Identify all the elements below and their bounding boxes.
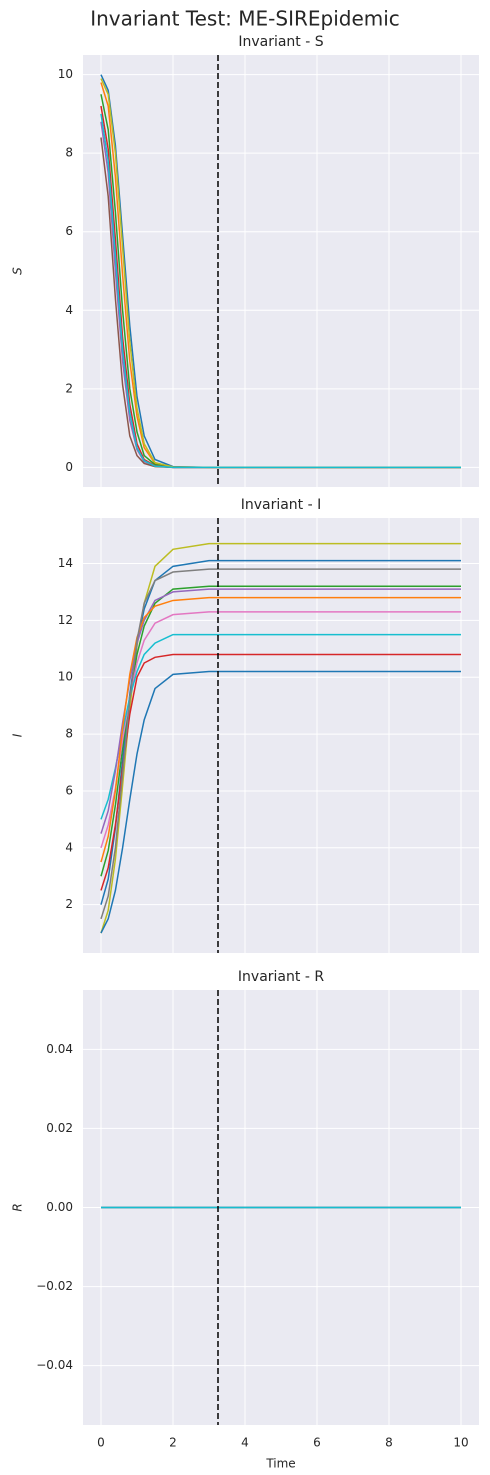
y-axis-label: I [11,733,25,737]
series-line [100,670,461,934]
x-tick-label: 4 [241,1436,249,1450]
y-tick-label: 6 [65,783,73,797]
y-tick-label: 2 [65,897,73,911]
x-axis-label: Time [265,1457,295,1471]
plot-area [83,518,479,953]
y-tick-label: 0.04 [46,1042,73,1056]
lines [100,74,461,469]
x-tick-label: 2 [169,1436,177,1450]
y-tick-label: 8 [65,146,73,160]
plot-area [83,55,479,487]
x-tick-label: 8 [385,1436,393,1450]
subplot-title: Invariant - I [241,497,322,513]
subplot-title: Invariant - R [238,969,324,985]
series-line [100,113,461,469]
series-line [100,542,461,934]
y-tick-label: 10 [58,67,73,81]
y-tick-label: 14 [58,556,73,570]
series-line [100,588,461,834]
y-tick-label: 4 [65,840,73,854]
subplot-title: Invariant - S [238,34,323,50]
y-tick-label: 0.02 [46,1121,73,1135]
lines [100,542,461,934]
y-tick-label: 0.00 [46,1200,73,1214]
y-tick-label: 6 [65,224,73,238]
y-tick-label: 12 [58,613,73,627]
y-tick-label: 10 [58,670,73,684]
series-line [100,585,461,877]
series-line [100,653,461,891]
figure-title: Invariant Test: ME-SIREpidemic [90,7,400,31]
y-tick-label: 2 [65,381,73,395]
y-tick-label: −0.02 [36,1279,73,1293]
y-tick-label: −0.04 [36,1358,73,1372]
series-line [100,596,461,863]
y-tick-label: 8 [65,727,73,741]
x-tick-label: 0 [97,1436,105,1450]
x-tick-label: 6 [313,1436,321,1450]
y-tick-label: 0 [65,460,73,474]
y-tick-label: 4 [65,303,73,317]
x-tick-label: 10 [453,1436,468,1450]
series-line [100,568,461,920]
y-axis-label: S [11,267,25,275]
y-axis-label: R [11,1203,25,1211]
